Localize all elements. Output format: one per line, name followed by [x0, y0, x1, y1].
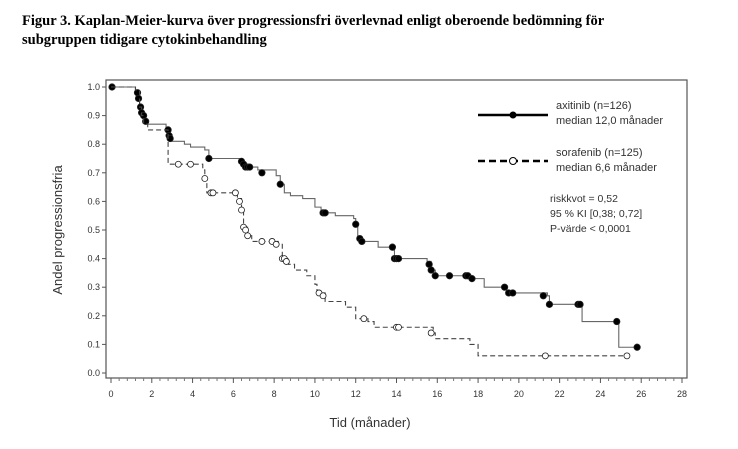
x-tick-label: 10 [310, 389, 320, 399]
y-tick-label: 0.0 [87, 368, 100, 378]
x-tick-label: 4 [190, 389, 195, 399]
x-tick-label: 6 [231, 389, 236, 399]
x-tick-label: 24 [595, 389, 605, 399]
legend-axitinib-marker [509, 111, 517, 119]
sorafenib-censor-marker [244, 232, 252, 240]
x-tick-label: 18 [473, 389, 483, 399]
y-tick-label: 0.1 [87, 339, 100, 349]
sorafenib-censor-marker [258, 238, 266, 245]
y-axis-label: Andel progressionsfria [50, 165, 65, 295]
axitinib-censor-marker [205, 154, 213, 163]
legend-axitinib-label: axitinib (n=126) [556, 100, 632, 112]
axitinib-censor-marker [445, 272, 454, 280]
axitinib-censor-marker [633, 343, 641, 351]
x-tick-label: 14 [391, 389, 401, 399]
x-tick-label: 12 [351, 389, 361, 399]
y-tick-label: 0.9 [87, 111, 100, 121]
axitinib-censor-marker [545, 300, 554, 308]
sorafenib-censor-marker [319, 292, 327, 300]
y-tick-label: 1.0 [87, 82, 100, 92]
sorafenib-censor-marker [209, 189, 217, 197]
axitinib-censor-marker [539, 292, 547, 300]
sorafenib-censor-marker [174, 160, 182, 168]
sorafenib-censor-marker [187, 160, 194, 168]
x-tick-label: 2 [149, 389, 154, 399]
axitinib-censor-marker [576, 300, 584, 308]
axitinib-censor-marker [613, 317, 621, 326]
axitinib-censor-marker [394, 255, 403, 263]
y-tick-label: 0.8 [87, 139, 100, 149]
axitinib-censor-marker [509, 289, 517, 297]
figure-title-line-2: subgruppen tidigare cytokinbehandling [22, 32, 267, 48]
legend-sorafenib-median: median 6,6 månader [556, 162, 657, 174]
axitinib-censor-marker [258, 169, 266, 177]
sorafenib-censor-marker [623, 352, 631, 360]
axitinib-censor-marker [358, 237, 366, 246]
sorafenib-censor-marker [272, 240, 280, 248]
legend-sorafenib-label: sorafenib (n=125) [556, 147, 643, 159]
hazard-ratio-annotation: riskkvot = 0,52 [550, 193, 618, 205]
y-tick-label: 0.5 [87, 225, 100, 235]
sorafenib-censor-marker [242, 226, 249, 234]
axitinib-censor-marker [246, 163, 254, 171]
legend: axitinib (n=126) median 12,0 månader sor… [478, 100, 663, 174]
confidence-interval-annotation: 95 % KI [0,38; 0,72] [550, 208, 642, 220]
p-value-annotation: P-värde < 0,0001 [550, 223, 631, 235]
figure-title: Figur 3. Kaplan-Meier-kurva över progres… [22, 12, 722, 50]
y-tick-label: 0.6 [87, 196, 100, 206]
axitinib-censor-marker [468, 275, 476, 283]
sorafenib-censor-marker [427, 329, 435, 337]
y-tick-label: 0.3 [87, 282, 100, 292]
axitinib-censor-marker [500, 283, 509, 291]
sorafenib-survival-curve [111, 86, 627, 357]
x-tick-label: 16 [432, 389, 442, 399]
y-tick-label: 0.4 [87, 254, 100, 264]
sorafenib-censor-marker [395, 323, 402, 331]
axitinib-censor-marker [431, 272, 439, 280]
sorafenib-censor-marker [282, 258, 290, 265]
axitinib-censor-marker [134, 94, 143, 103]
legend-axitinib-median: median 12,0 månader [556, 115, 663, 127]
sorafenib-censor-marker [360, 315, 368, 323]
axitinib-censor-marker [388, 243, 397, 251]
y-tick-label: 0.7 [87, 168, 100, 178]
sorafenib-censor-marker [238, 206, 245, 214]
x-tick-label: 0 [108, 389, 113, 399]
sorafenib-censor-marker [201, 175, 209, 182]
x-tick-label: 22 [555, 389, 565, 399]
sorafenib-censor-marker [541, 352, 549, 360]
sorafenib-censor-marker [231, 189, 239, 197]
figure-title-line-1: Figur 3. Kaplan-Meier-kurva över progres… [22, 13, 605, 29]
legend-sorafenib-marker [509, 157, 517, 165]
axitinib-censor-marker [352, 220, 360, 228]
axitinib-censor-marker [321, 209, 329, 217]
x-tick-label: 20 [514, 389, 524, 399]
x-tick-label: 26 [636, 389, 646, 399]
x-tick-label: 28 [677, 389, 687, 399]
x-axis-label: Tid (månader) [329, 415, 410, 430]
x-tick-label: 8 [272, 389, 277, 399]
sorafenib-censor-marker [236, 197, 243, 205]
y-tick-label: 0.2 [87, 311, 100, 321]
axitinib-censor-marker [276, 180, 284, 188]
axitinib-censor-marker [427, 266, 435, 274]
